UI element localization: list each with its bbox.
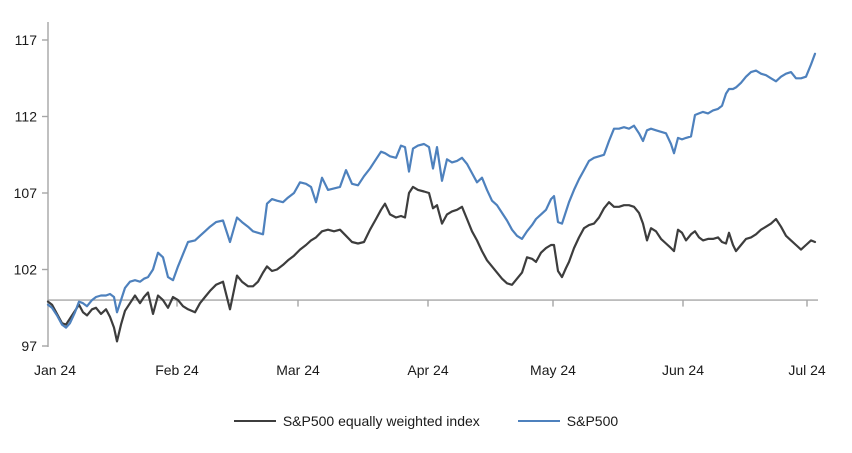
y-axis-label: 112 xyxy=(15,109,38,125)
y-axis-label: 117 xyxy=(15,32,38,48)
x-axis-label: Jan 24 xyxy=(34,362,76,378)
x-axis-label: Feb 24 xyxy=(155,362,199,378)
legend-item-sp500: S&P500 xyxy=(517,413,619,429)
series-line-equal-weight xyxy=(46,185,817,343)
y-axis-label: 97 xyxy=(21,338,37,354)
x-axis-label: May 24 xyxy=(530,362,576,378)
y-axis-label: 102 xyxy=(14,262,38,278)
legend-label-equal-weight: S&P500 equally weighted index xyxy=(282,413,480,429)
x-axis-label: Apr 24 xyxy=(407,362,448,378)
x-axis-label: Jul 24 xyxy=(788,362,826,378)
legend-item-equal-weight: S&P500 equally weighted index xyxy=(233,413,480,429)
series-line-sp500 xyxy=(46,52,817,329)
chart-legend: S&P500 equally weighted index S&P500 xyxy=(0,413,852,429)
legend-label-sp500: S&P500 xyxy=(566,413,619,429)
x-axis-label: Mar 24 xyxy=(276,362,320,378)
legend-swatch-equal-weight xyxy=(233,419,276,423)
y-axis-label: 107 xyxy=(14,185,38,201)
legend-swatch-sp500 xyxy=(517,419,560,423)
x-axis-label: Jun 24 xyxy=(662,362,704,378)
